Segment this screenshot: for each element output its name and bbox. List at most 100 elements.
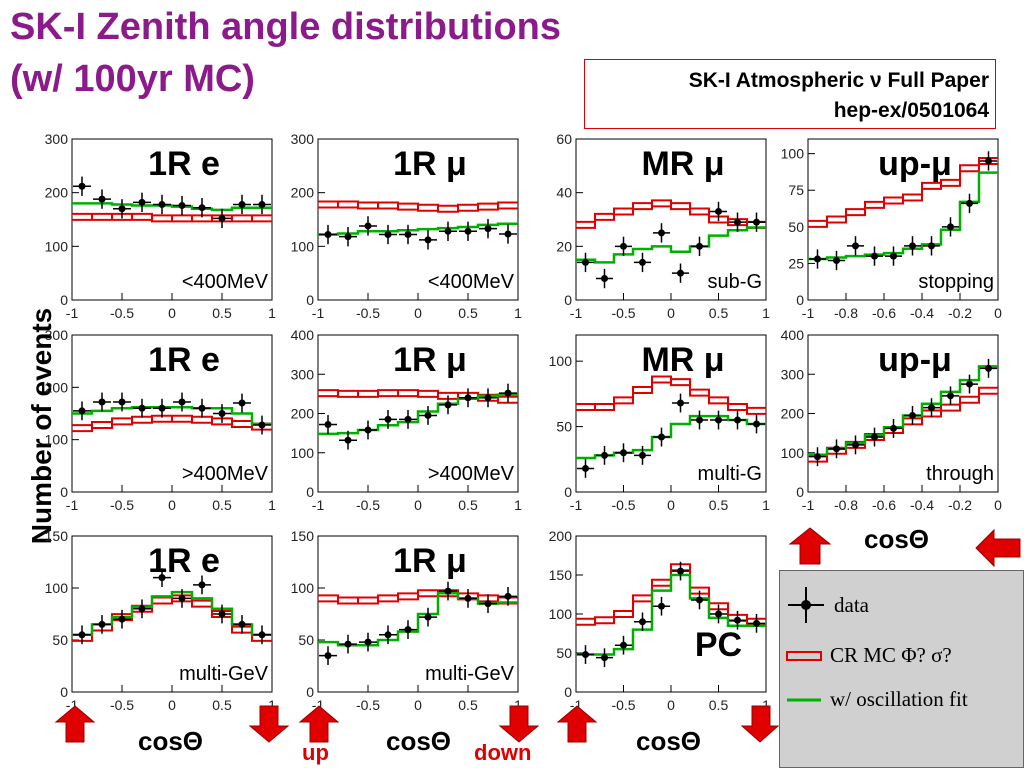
panel-note: multi-GeV (425, 663, 515, 685)
y-tick-label: 100 (781, 445, 805, 461)
data-point (118, 205, 126, 213)
data-point (158, 200, 166, 208)
data-point (658, 602, 665, 610)
chart-panel-p24: 0 100 200 300 400 -1 -0.8 -0.6 -0.4 -0.2 0 up-μ thro… (781, 327, 1002, 513)
panel-title: MR μ (641, 341, 724, 379)
data-point (985, 364, 992, 372)
x-tick-label: -0.4 (910, 497, 934, 513)
reference-line-2: hep-ex/0501064 (833, 99, 989, 122)
cos-label-col3: cosΘ (636, 726, 701, 757)
x-tick-label: 0 (667, 305, 675, 321)
data-point (620, 449, 627, 457)
data-point (715, 610, 722, 618)
x-tick-label: 1 (268, 305, 276, 321)
y-tick-label: 0 (60, 684, 68, 700)
data-point (504, 389, 512, 397)
data-point (928, 404, 935, 412)
x-tick-label: 0.5 (709, 697, 729, 713)
data-point (620, 641, 627, 649)
y-tick-label: 400 (291, 327, 315, 343)
y-tick-label: 60 (556, 131, 572, 147)
data-point (138, 198, 146, 206)
osc-fit-line (576, 226, 766, 264)
data-point (464, 227, 472, 235)
data-point (324, 231, 332, 239)
legend-item-cr-mc: CR MC Φ? σ? (786, 643, 952, 668)
chart-panel-p21: 0 100 200 300 -1 -0.5 0 0.5 1 1R e >400MeV (45, 327, 276, 513)
osc-fit-line-icon (787, 698, 821, 701)
data-point (620, 242, 627, 250)
data-point (639, 258, 646, 266)
data-point (78, 182, 86, 190)
y-tick-label: 100 (781, 146, 805, 162)
cr-mc-upper-line (72, 212, 272, 217)
data-point (696, 596, 703, 604)
data-point (424, 236, 432, 244)
osc-fit-line (72, 405, 272, 426)
y-tick-label: 100 (549, 353, 573, 369)
y-tick-label: 100 (291, 238, 315, 254)
x-tick-label: 0.5 (212, 497, 232, 513)
x-tick-label: -0.5 (611, 697, 635, 713)
y-tick-label: 200 (45, 185, 69, 201)
data-point (238, 620, 246, 628)
panel-title: 1R μ (393, 145, 467, 183)
y-tick-label: 400 (781, 327, 805, 343)
data-point (198, 581, 206, 589)
y-tick-label: 0 (306, 292, 314, 308)
data-point (444, 227, 452, 235)
x-tick-label: 0 (994, 497, 1002, 513)
x-tick-label: -0.5 (110, 305, 134, 321)
down-arrow-icon (740, 705, 780, 743)
x-tick-label: 0 (667, 497, 675, 513)
x-tick-label: 0 (414, 497, 422, 513)
x-tick-label: 1 (268, 697, 276, 713)
x-tick-label: 0 (168, 305, 176, 321)
data-point (98, 195, 106, 203)
data-point (384, 631, 392, 639)
x-tick-label: -1 (312, 497, 325, 513)
data-point (601, 654, 608, 662)
x-tick-label: 1 (514, 497, 522, 513)
data-point (601, 275, 608, 283)
x-tick-label: 1 (762, 697, 770, 713)
panel-title: 1R μ (393, 542, 467, 580)
data-point (464, 394, 472, 402)
cr-mc-box-icon (786, 650, 822, 661)
data-point (404, 231, 412, 239)
chart-panel-p13: 0 20 40 60 -1 -0.5 0 0.5 1 MR μ sub-G (556, 131, 770, 321)
panel-note: stopping (918, 271, 994, 293)
data-point (734, 416, 741, 424)
data-point (178, 202, 186, 210)
x-tick-label: -0.8 (834, 497, 858, 513)
cr-mc-lower-line (576, 381, 766, 415)
data-point (734, 218, 741, 226)
y-tick-label: 50 (556, 419, 572, 435)
data-point (833, 256, 840, 264)
chart-panel-p14: 0 25 50 75 100 -1 -0.8 -0.6 -0.4 -0.2 0 up-μ stoppin… (781, 138, 1002, 321)
data-point (98, 620, 106, 628)
panel-title: 1R e (148, 145, 220, 183)
x-tick-label: -1 (802, 305, 815, 321)
data-point (928, 242, 935, 250)
data-point (364, 638, 372, 646)
data-point (324, 420, 332, 428)
x-tick-label: 1 (514, 697, 522, 713)
x-tick-label: -0.5 (356, 305, 380, 321)
page-subtitle: (w/ 100yr MC) (10, 58, 255, 100)
cos-label-col2: cosΘ (386, 726, 451, 757)
x-tick-label: 0 (168, 497, 176, 513)
x-tick-label: -1 (66, 305, 79, 321)
y-tick-label: 50 (556, 645, 572, 661)
data-point (601, 451, 608, 459)
panel-title: 1R e (148, 341, 220, 379)
data-point (384, 415, 392, 423)
y-tick-label: 20 (556, 238, 572, 254)
osc-fit-line (576, 414, 766, 460)
data-point (218, 610, 226, 618)
y-tick-label: 200 (781, 406, 805, 422)
y-tick-label: 0 (306, 684, 314, 700)
data-point (582, 258, 589, 266)
cr-mc-upper-line (318, 200, 518, 207)
